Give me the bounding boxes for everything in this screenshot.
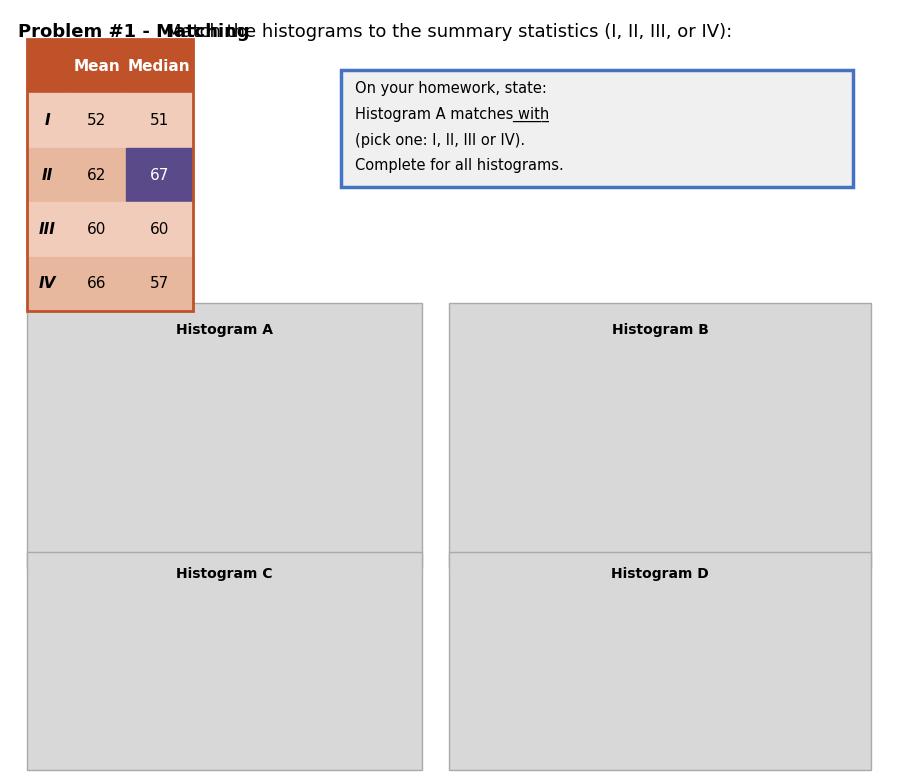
Bar [525, 485, 573, 510]
Text: III: III [39, 222, 56, 237]
Bar [89, 650, 144, 722]
Text: _____: _____ [512, 107, 549, 121]
Bar [691, 650, 738, 722]
Text: (pick one: I, II, III or IV).: (pick one: I, II, III or IV). [355, 132, 524, 148]
Text: 66: 66 [87, 276, 106, 292]
Bar [638, 598, 686, 722]
Bar [674, 384, 721, 510]
Text: 60: 60 [87, 222, 106, 237]
Text: I: I [44, 113, 50, 128]
Text: IV: IV [39, 276, 56, 292]
Bar [744, 660, 790, 722]
Bar [586, 650, 633, 722]
Text: Histogram C: Histogram C [176, 567, 273, 581]
Y-axis label: Frequency: Frequency [35, 399, 45, 457]
Text: Match the histograms to the summary statistics (I, II, III, or IV):: Match the histograms to the summary stat… [166, 23, 733, 41]
Text: Mean: Mean [73, 58, 120, 74]
Text: 62: 62 [87, 167, 106, 183]
Bar [724, 447, 770, 510]
Bar [145, 650, 200, 722]
Bar [575, 447, 622, 510]
Text: Median: Median [128, 58, 190, 74]
Text: II: II [41, 167, 53, 183]
Bar [259, 660, 313, 722]
Bar [319, 499, 370, 510]
Bar [265, 438, 316, 510]
Bar [211, 356, 262, 510]
Bar [314, 681, 369, 722]
Bar [624, 434, 672, 510]
Text: Histogram A matches with: Histogram A matches with [355, 107, 553, 121]
Text: Histogram A: Histogram A [176, 323, 273, 337]
Text: 60: 60 [150, 222, 169, 237]
Text: 52: 52 [87, 113, 106, 128]
Text: On your homework, state:: On your homework, state: [355, 81, 547, 96]
Y-axis label: Frequency: Frequency [35, 626, 45, 684]
Text: 57: 57 [150, 276, 169, 292]
Text: Histogram D: Histogram D [612, 567, 709, 581]
Bar [202, 598, 257, 722]
Text: Histogram B: Histogram B [612, 323, 709, 337]
Bar [533, 702, 581, 722]
Text: Problem #1 - Matching: Problem #1 - Matching [18, 23, 250, 41]
Y-axis label: Frequency: Frequency [461, 626, 471, 684]
Text: 51: 51 [150, 113, 169, 128]
Text: 67: 67 [150, 167, 169, 183]
Y-axis label: Frequency: Frequency [461, 399, 471, 457]
Bar [157, 448, 208, 510]
Text: Complete for all histograms.: Complete for all histograms. [355, 159, 563, 173]
Bar [102, 499, 154, 510]
